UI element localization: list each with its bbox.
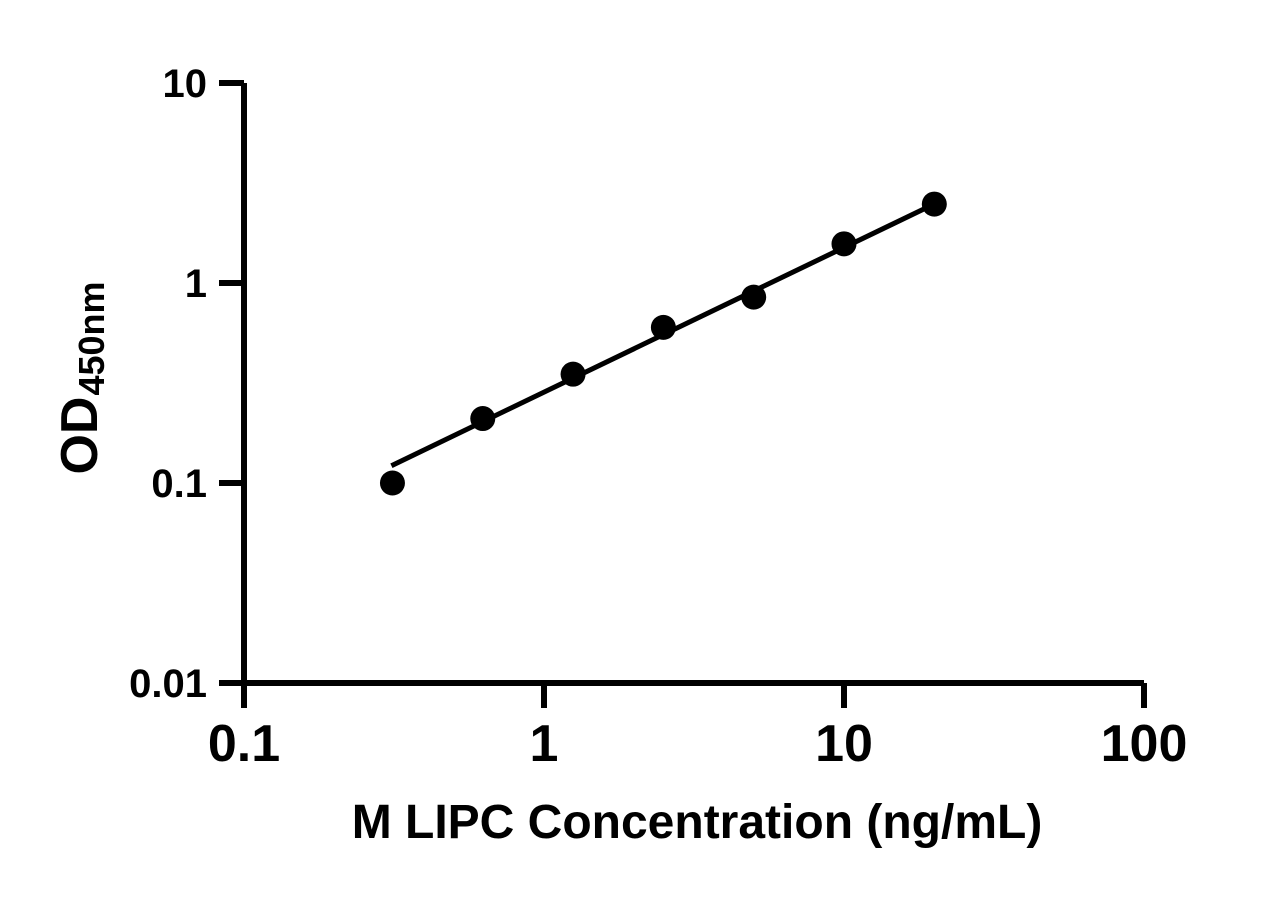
data-point-marker	[379, 470, 405, 496]
plot-group	[379, 191, 947, 496]
data-point-marker	[741, 284, 767, 310]
y-tick-label: 10	[163, 62, 208, 106]
data-point-marker	[921, 191, 947, 217]
axis-frame	[241, 83, 1144, 686]
data-point-marker	[470, 406, 496, 432]
x-tick-label: 100	[1101, 715, 1188, 773]
x-tick-label: 0.1	[208, 715, 280, 773]
y-axis-title: OD450nm	[51, 281, 112, 474]
x-axis-title: M LIPC Concentration (ng/mL)	[352, 796, 1043, 849]
data-point-marker	[650, 314, 676, 340]
x-tick-label: 10	[815, 715, 873, 773]
y-axis-title-subscript: 450nm	[71, 281, 112, 395]
x-axis-ticks	[241, 683, 1147, 708]
data-point-marker	[831, 231, 857, 257]
x-axis-tick-labels: 0.1 1 10 100	[208, 715, 1188, 773]
y-tick-label: 0.01	[129, 662, 207, 706]
y-axis-tick-labels: 0.01 0.1 1 10	[129, 62, 207, 706]
x-tick-label: 1	[530, 715, 559, 773]
data-points	[379, 191, 947, 496]
y-tick-label: 1	[185, 262, 207, 306]
y-axis-title-main: OD	[51, 397, 109, 475]
data-point-marker	[560, 361, 586, 387]
y-axis-ticks	[219, 80, 244, 686]
y-tick-label: 0.1	[151, 462, 207, 506]
